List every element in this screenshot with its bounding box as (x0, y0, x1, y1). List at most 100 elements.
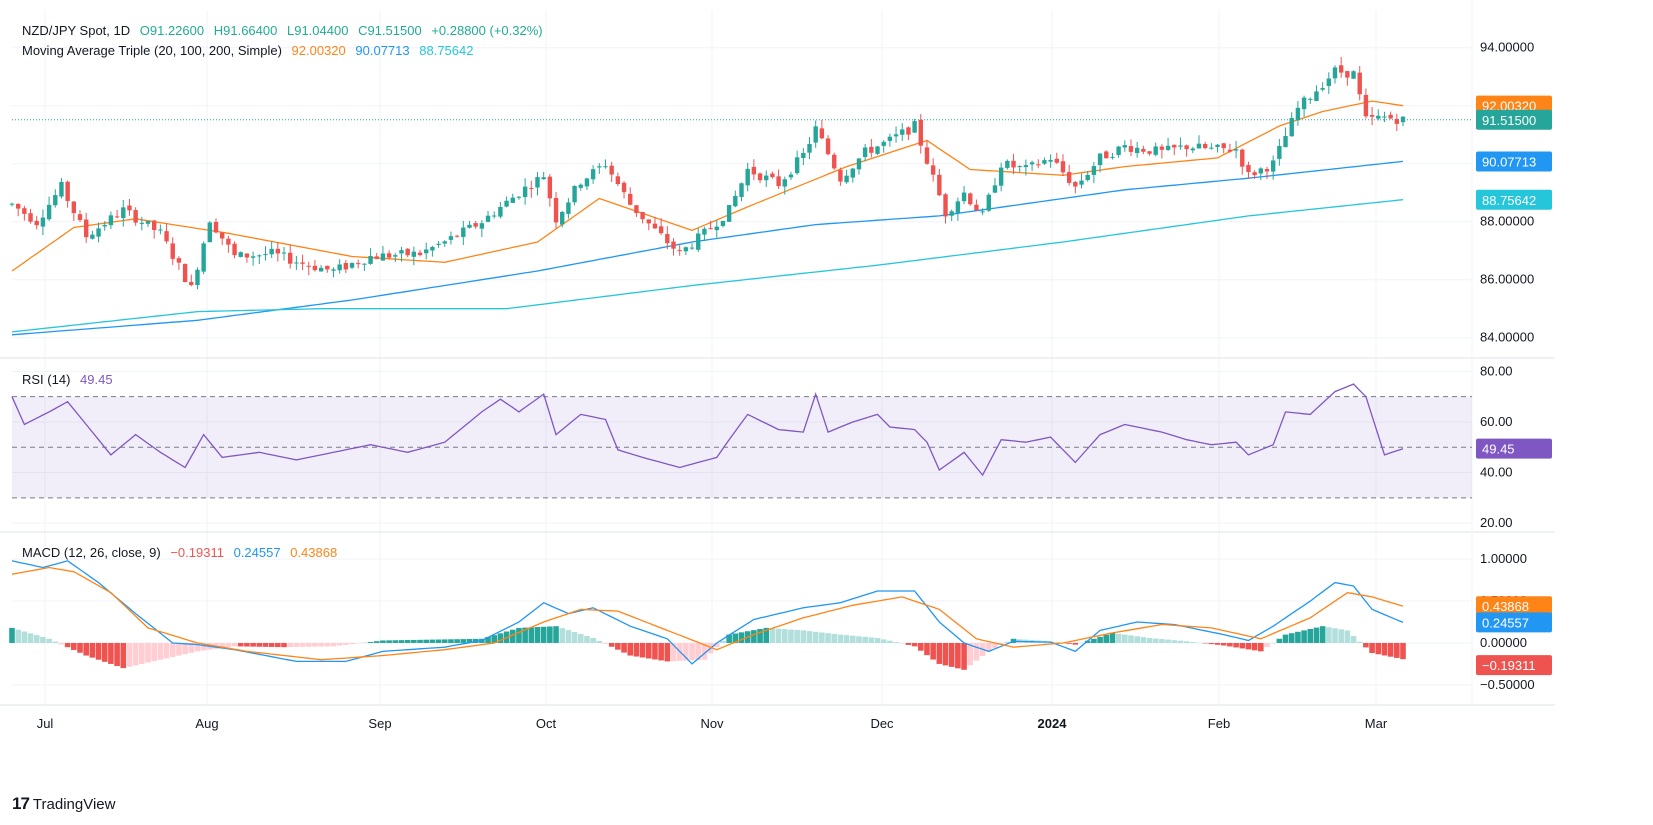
candle (1011, 153, 1016, 175)
candle (498, 202, 503, 219)
price-axis[interactable]: 94.0000092.0000090.0000088.0000086.00000… (1480, 40, 1535, 692)
candle-body (856, 158, 862, 170)
macd-hist-bar (683, 642, 689, 661)
candle-body (139, 222, 145, 224)
macd-hist-bar (936, 642, 943, 664)
candle-body (689, 247, 695, 249)
candle-body (1165, 145, 1171, 150)
last-price-badge: 91.51500 (1476, 109, 1552, 130)
candle (492, 211, 497, 219)
macd-hist-bar (1233, 642, 1239, 648)
candle (875, 145, 880, 155)
candle (603, 159, 608, 169)
macd-hist-bar (305, 642, 312, 647)
candle (380, 246, 386, 261)
time-axis[interactable]: Jul Aug Sep Oct Nov Dec 2024 Feb Mar (37, 716, 1388, 731)
macd-hist-bar (565, 630, 572, 643)
macd-hist-bar (101, 642, 108, 662)
candle (1345, 70, 1350, 86)
candle (263, 246, 268, 261)
macd-hist-bar (1387, 642, 1394, 657)
candle (1159, 144, 1165, 159)
ma200-badge-bg (1476, 189, 1552, 210)
candle-body (1029, 162, 1035, 165)
candle-body (1011, 160, 1016, 168)
candle-body (1332, 67, 1338, 79)
candle (1332, 65, 1338, 84)
macd-tick-label: 1.00000 (1480, 551, 1527, 566)
macd-hist-bar (689, 642, 695, 661)
candle-body (764, 175, 769, 181)
candle-body (331, 269, 336, 271)
candle-body (325, 265, 330, 270)
macd-hist-bar (1115, 633, 1122, 643)
last-price-badge-text: 91.51500 (1482, 113, 1536, 128)
macd-hist-bar (1245, 642, 1252, 650)
candle (1184, 144, 1189, 157)
candle-body (386, 253, 392, 258)
macd-hist-bar (590, 637, 596, 643)
macd-label[interactable]: MACD (12, 26, close, 9) (22, 545, 161, 560)
macd-hist-bar (862, 636, 868, 643)
macd-hist-bar (874, 637, 881, 643)
candle-body (986, 194, 991, 211)
tradingview-logo[interactable]: 17 TradingView (12, 794, 115, 814)
macd-hist-bar (781, 629, 788, 643)
macd-hist-bar (237, 642, 244, 647)
macd-hist-bar (1381, 642, 1388, 656)
candle (751, 159, 757, 181)
candle-body (300, 262, 305, 264)
macd-hist-bar (868, 637, 875, 643)
candle-body (226, 238, 231, 245)
candle (15, 203, 21, 217)
candle-body (516, 196, 522, 198)
high-value: H91.66400 (213, 23, 278, 38)
candle (393, 253, 398, 263)
candle (1196, 135, 1202, 149)
candle (733, 190, 738, 208)
candle-body (343, 263, 349, 270)
rsi-label[interactable]: RSI (14) (22, 372, 71, 387)
candle-body (961, 192, 967, 202)
ma100-badge-bg (1476, 151, 1552, 172)
candle (1091, 161, 1097, 184)
rsi-tick-label: 60.00 (1480, 414, 1513, 429)
candle-body (832, 154, 837, 169)
candle-body (1153, 146, 1158, 155)
candle (485, 211, 491, 223)
macd-hist-bar (973, 642, 980, 661)
candle (1351, 70, 1356, 79)
macd-hist-bar (1190, 641, 1196, 643)
candle-body (541, 177, 546, 180)
candle-body (1066, 172, 1072, 183)
candle-body (238, 252, 243, 257)
candle (182, 263, 188, 283)
candle-body (244, 253, 250, 258)
candle-body (924, 147, 930, 164)
ma-label[interactable]: Moving Average Triple (20, 100, 200, Sim… (22, 43, 282, 58)
candle-body (1320, 88, 1325, 90)
candle-body (102, 224, 107, 227)
macd-hist-bar (343, 642, 349, 645)
macd-hist-bar (899, 642, 906, 644)
candle-body (1202, 144, 1208, 149)
candle-body (83, 219, 89, 238)
macd-hist-bar (1332, 628, 1338, 643)
candle (986, 192, 991, 212)
candle-body (1376, 115, 1381, 119)
macd-hist-bar (1177, 640, 1184, 643)
macd-hist-bar (497, 633, 504, 643)
candle (646, 219, 651, 231)
macd-hist-bar (849, 635, 856, 643)
candle-body (189, 281, 194, 286)
symbol-label[interactable]: NZD/JPY Spot, 1D (22, 23, 131, 38)
candle-body (90, 234, 95, 239)
candle-body (108, 215, 114, 226)
macd-hist-bar (244, 642, 250, 647)
candle (1202, 141, 1208, 150)
macd-hist-bar (169, 642, 176, 657)
candle (529, 180, 534, 198)
candle-body (974, 204, 979, 211)
candle-body (182, 264, 188, 283)
